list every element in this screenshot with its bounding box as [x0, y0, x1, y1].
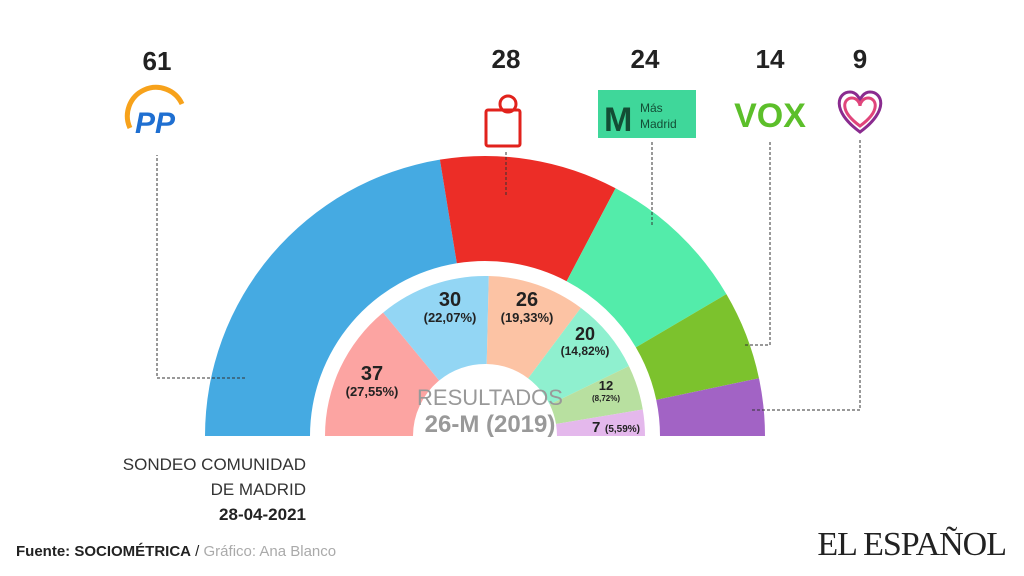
vox-logo: VOX	[734, 97, 806, 135]
mm-logo-bg	[598, 90, 696, 138]
results-percent-label-2: (19,33%)	[501, 310, 554, 325]
leader-line-4	[752, 140, 861, 411]
results-value-label-5: 7	[592, 419, 600, 436]
separator: /	[191, 543, 204, 560]
results-percent-label-3: (14,82%)	[561, 344, 610, 358]
results-segment-5	[556, 409, 645, 436]
results-segment-4	[549, 366, 643, 425]
leader-line-3	[745, 140, 771, 346]
heart-stroke-1	[843, 96, 877, 128]
results-segment-3	[528, 307, 629, 405]
results-value-label-0: 37	[361, 363, 383, 385]
results-percent-label-4: (8,72%)	[592, 394, 620, 403]
poll-caption-line2: DE MADRID	[210, 480, 306, 499]
results-segment-0	[325, 312, 440, 436]
seat-label-vox: 14	[755, 44, 785, 74]
poll-segment-1	[439, 156, 616, 282]
poll-segment-3	[635, 294, 759, 400]
results-segment-2	[486, 276, 581, 379]
results-subtitle: 26-M (2019)	[425, 411, 556, 438]
results-percent-label-1: (22,07%)	[424, 310, 477, 325]
poll-segment-2	[566, 188, 727, 348]
results-value-label-4: 12	[599, 378, 613, 393]
footer-credit: Fuente: SOCIOMÉTRICA / Gráfico: Ana Blan…	[16, 543, 336, 560]
poll-caption: SONDEO COMUNIDAD DE MADRID 28-04-2021	[123, 452, 306, 527]
mm-logo-m: M	[604, 101, 632, 139]
results-percent-label-5: (5,59%)	[605, 424, 640, 435]
mas-madrid-logo: M Más Madrid	[598, 90, 696, 139]
poll-caption-line1: SONDEO COMUNIDAD	[122, 455, 306, 474]
results-value-label-1: 30	[439, 289, 461, 311]
mm-logo-line2: Madrid	[640, 117, 677, 131]
results-segment-1	[383, 276, 489, 381]
source-label: Fuente: SOCIOMÉTRICA	[16, 543, 191, 560]
psoe-fist	[484, 108, 522, 148]
mm-logo-line1: Más	[640, 101, 663, 115]
results-value-label-3: 20	[575, 324, 595, 344]
psoe-logo	[484, 94, 522, 148]
psoe-rose	[498, 94, 518, 114]
poll-date: 28-04-2021	[219, 505, 306, 524]
podemos-heart-logo	[837, 90, 883, 134]
results-title: RESULTADOS	[417, 385, 563, 410]
results-value-label-2: 26	[516, 289, 538, 311]
pp-logo-text: PP	[135, 107, 176, 140]
poll-segment-4	[656, 378, 765, 436]
pp-logo-arc	[124, 84, 185, 130]
poll-segment-0	[205, 159, 457, 436]
pp-logo: PP	[124, 84, 185, 140]
leader-line-0	[156, 155, 245, 379]
seat-label-mm: 24	[630, 44, 660, 74]
results-percent-label-0: (27,55%)	[346, 384, 399, 399]
seat-label-psoe: 28	[491, 44, 521, 74]
seat-label-up: 9	[852, 44, 868, 74]
el-espanol-logo: EL ESPAÑOL	[817, 526, 1007, 563]
seat-label-pp: 61	[142, 46, 172, 76]
graphic-credit: Gráfico: Ana Blanco	[203, 543, 337, 560]
